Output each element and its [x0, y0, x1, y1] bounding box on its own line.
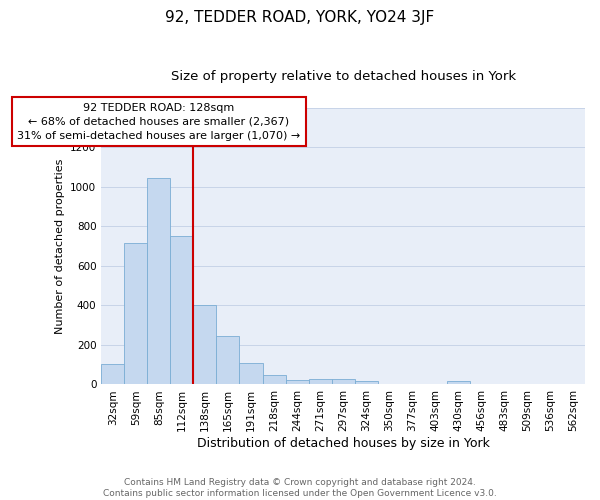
- Bar: [286, 380, 308, 384]
- Title: Size of property relative to detached houses in York: Size of property relative to detached ho…: [170, 70, 515, 83]
- Bar: [148, 178, 170, 384]
- Bar: [308, 378, 332, 384]
- Y-axis label: Number of detached properties: Number of detached properties: [55, 158, 65, 334]
- Bar: [193, 306, 217, 384]
- Bar: [239, 362, 263, 384]
- X-axis label: Distribution of detached houses by size in York: Distribution of detached houses by size …: [197, 437, 490, 450]
- Bar: [355, 380, 377, 384]
- Bar: [447, 382, 470, 384]
- Bar: [217, 336, 239, 384]
- Text: Contains HM Land Registry data © Crown copyright and database right 2024.
Contai: Contains HM Land Registry data © Crown c…: [103, 478, 497, 498]
- Bar: [124, 243, 148, 384]
- Text: 92 TEDDER ROAD: 128sqm
← 68% of detached houses are smaller (2,367)
31% of semi-: 92 TEDDER ROAD: 128sqm ← 68% of detached…: [17, 102, 301, 141]
- Bar: [332, 379, 355, 384]
- Bar: [263, 375, 286, 384]
- Bar: [170, 236, 193, 384]
- Bar: [101, 364, 124, 384]
- Text: 92, TEDDER ROAD, YORK, YO24 3JF: 92, TEDDER ROAD, YORK, YO24 3JF: [166, 10, 434, 25]
